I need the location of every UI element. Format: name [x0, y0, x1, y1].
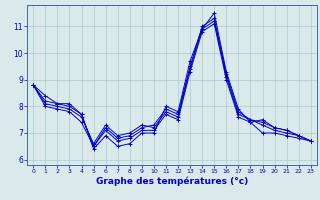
X-axis label: Graphe des températures (°c): Graphe des températures (°c) — [96, 177, 248, 186]
